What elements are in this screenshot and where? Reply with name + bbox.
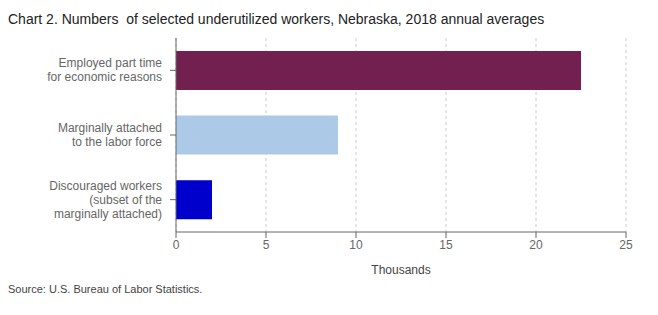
svg-text:20: 20	[529, 238, 543, 252]
svg-text:Employed part timefor economic: Employed part timefor economic reasons	[47, 56, 162, 84]
html-text:Source: U.S. Bureau of Labor S: Source: U.S. Bureau of Labor Statistics.	[8, 283, 203, 295]
svg-text:15: 15	[439, 238, 453, 252]
svg-text:5: 5	[263, 238, 270, 252]
svg-text:Discouraged workers(subset of: Discouraged workers(subset of themargina…	[49, 179, 162, 221]
svg-text:Marginally attachedto the labo: Marginally attachedto the labor force	[58, 121, 162, 149]
svg-text:10: 10	[349, 238, 363, 252]
svg-text:0: 0	[173, 238, 180, 252]
svg-text:25: 25	[619, 238, 633, 252]
html-text:Chart 2. Numbers of selected u: Chart 2. Numbers of selected underutiliz…	[8, 11, 545, 27]
svg-text:Thousands: Thousands	[371, 263, 430, 277]
